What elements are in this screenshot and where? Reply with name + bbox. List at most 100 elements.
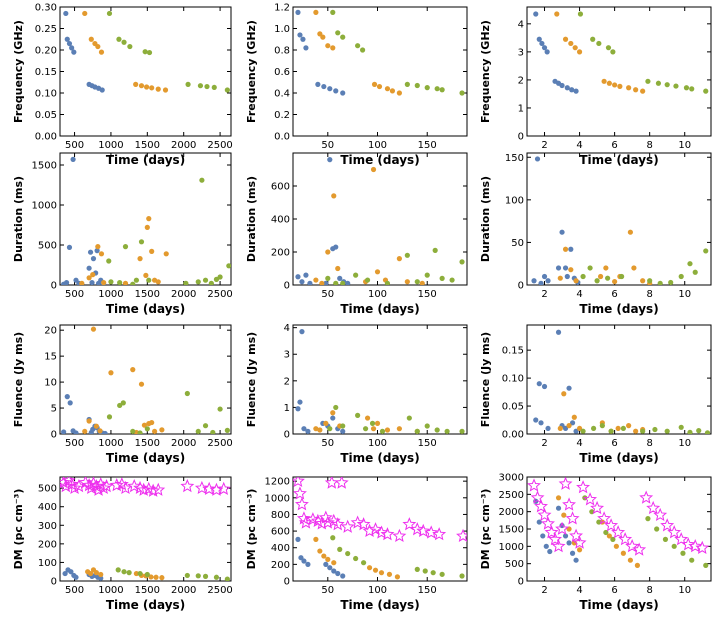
y-tick-label: 0.00: [502, 430, 524, 441]
data-point-star-magenta: [151, 482, 166, 496]
data-point-orange: [155, 279, 161, 285]
data-point-orange: [313, 277, 319, 283]
data-point-green: [605, 275, 611, 281]
data-point-blue: [301, 558, 307, 564]
data-point-star-magenta: [604, 518, 619, 532]
data-point-green: [439, 87, 445, 93]
x-tick-label: 2500: [207, 289, 232, 300]
data-point-green: [689, 557, 695, 563]
data-point-green: [144, 426, 150, 432]
data-point-orange: [370, 426, 377, 432]
data-point-blue: [566, 540, 572, 546]
data-point-orange: [313, 426, 319, 432]
data-point-orange: [576, 49, 583, 55]
data-point-star-magenta: [350, 515, 365, 529]
data-point-star-magenta: [67, 480, 82, 495]
y-tick-label: 1: [284, 403, 290, 414]
y-tick-label: 1500: [499, 525, 524, 536]
y-axis-label: DM (pc cm⁻³): [12, 489, 25, 570]
data-point-green: [608, 428, 614, 434]
data-point-green: [345, 550, 351, 557]
x-tick-label: 2000: [171, 140, 196, 151]
data-point-blue: [297, 32, 303, 38]
data-point-orange: [82, 10, 88, 17]
x-tick-label: 100: [368, 289, 387, 300]
data-point-blue: [64, 394, 70, 400]
data-point-green: [184, 572, 190, 579]
data-point-star-magenta: [432, 527, 447, 541]
data-point-orange: [371, 81, 378, 87]
data-point-blue: [541, 383, 548, 390]
y-tick-label: 0.30: [35, 3, 57, 14]
x-axis-label: Time (days): [340, 451, 419, 465]
data-point-orange: [615, 425, 621, 432]
data-point-green: [202, 277, 209, 283]
data-point-green: [224, 576, 230, 581]
data-point-green: [142, 49, 148, 55]
data-point-star-magenta: [537, 507, 552, 522]
data-point-blue: [62, 570, 68, 577]
data-point-orange: [325, 249, 331, 255]
data-point-orange: [568, 267, 574, 273]
data-point-blue: [541, 45, 548, 51]
x-tick-label: 50: [321, 585, 334, 596]
data-point-green: [664, 428, 670, 434]
data-point-blue: [295, 536, 301, 543]
data-point-blue: [331, 568, 337, 574]
y-axis-label: Fluence (Jy ms): [479, 332, 492, 427]
data-point-green: [184, 390, 190, 397]
data-point-blue: [538, 420, 544, 426]
data-point-orange: [90, 272, 96, 278]
chart-dm-3: 2 4 6 8 10 0 500 1000 1500 2000 2500 3000 Time (days…: [479, 473, 712, 612]
y-tick-label: 0.05: [502, 402, 524, 413]
data-point-blue: [545, 278, 551, 284]
x-axis-label: Time (days): [579, 153, 658, 167]
data-point-orange: [95, 43, 101, 50]
data-point-orange: [372, 567, 379, 573]
data-point-blue: [531, 278, 537, 284]
data-point-orange: [141, 422, 148, 428]
data-point-blue: [323, 280, 329, 285]
y-axis-label: Frequency (GHz): [12, 20, 25, 123]
data-point-green: [673, 83, 679, 89]
data-point-green: [106, 258, 112, 264]
data-point-green: [594, 278, 600, 284]
data-point-star-magenta: [146, 483, 161, 497]
data-point-orange: [576, 547, 583, 553]
data-point-blue: [295, 9, 301, 15]
data-point-green: [671, 543, 677, 549]
plot-frame: [526, 6, 712, 137]
data-point-orange: [366, 565, 373, 571]
data-point-green: [459, 90, 465, 96]
data-points: [61, 326, 230, 434]
data-point-blue: [555, 329, 562, 335]
data-point-green: [449, 277, 455, 283]
data-point-star-magenta: [416, 523, 431, 537]
data-point-green: [424, 423, 430, 429]
data-point-blue: [303, 272, 309, 278]
x-tick-label: 150: [418, 289, 437, 300]
data-point-orange: [331, 560, 337, 566]
y-tick-label: 2: [518, 75, 524, 86]
data-point-green: [337, 546, 343, 552]
data-point-orange: [627, 229, 633, 235]
data-point-orange: [163, 251, 169, 257]
data-point-orange: [376, 83, 383, 90]
data-point-green: [195, 573, 201, 579]
data-point-green: [195, 279, 201, 285]
data-point-star-magenta: [541, 516, 555, 530]
data-point-green: [224, 427, 230, 433]
data-point-orange: [568, 40, 574, 47]
data-point-star-magenta: [71, 478, 86, 493]
data-point-green: [703, 562, 709, 569]
data-point-blue: [568, 246, 574, 252]
x-tick-label: 2: [541, 289, 547, 300]
data-point-green: [121, 39, 127, 45]
data-point-blue: [321, 83, 327, 90]
y-tick-label: 500: [38, 484, 57, 495]
data-point-green: [217, 406, 223, 412]
data-point-orange: [151, 428, 158, 434]
y-tick-label: 0.15: [35, 67, 57, 78]
data-point-blue: [340, 90, 346, 96]
data-point-orange: [384, 427, 391, 433]
